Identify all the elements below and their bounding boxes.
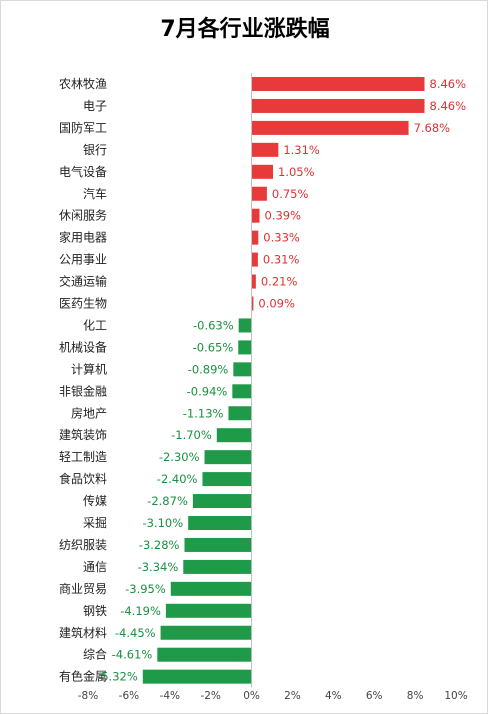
data-label: -0.65% xyxy=(193,340,234,354)
data-label: 8.46% xyxy=(430,77,467,91)
category-label: 纺织服装 xyxy=(59,538,107,552)
bar xyxy=(238,318,252,333)
data-label: -4.19% xyxy=(120,604,161,618)
x-tick-label: -4% xyxy=(160,690,180,702)
x-tick-label: 10% xyxy=(444,690,467,702)
category-label: 汽车 xyxy=(83,186,107,201)
bar xyxy=(202,472,252,487)
data-label: -0.89% xyxy=(188,362,229,376)
bar xyxy=(251,186,267,201)
data-label: 1.31% xyxy=(283,143,320,157)
category-label: 计算机 xyxy=(71,361,107,376)
x-tick-label: -2% xyxy=(200,690,220,702)
bar xyxy=(165,603,252,618)
category-label: 通信 xyxy=(83,560,107,574)
x-tick-label: 4% xyxy=(325,690,342,702)
bar xyxy=(184,537,252,552)
data-label: -2.30% xyxy=(159,450,200,464)
category-label: 银行 xyxy=(83,143,107,157)
data-label: -3.95% xyxy=(125,582,166,596)
bar xyxy=(251,77,425,91)
x-tick-label: 8% xyxy=(407,690,424,702)
category-label: 机械设备 xyxy=(59,339,107,354)
x-tick-label: -8% xyxy=(78,690,98,702)
category-label: 家用电器 xyxy=(59,230,107,245)
bar xyxy=(170,581,252,596)
bar xyxy=(142,669,252,684)
category-label: 房地产 xyxy=(71,405,107,420)
category-label: 电气设备 xyxy=(59,164,107,179)
bar xyxy=(251,142,279,157)
category-label: 农林牧渔 xyxy=(59,77,107,91)
bar xyxy=(251,252,258,267)
category-label: 轻工制造 xyxy=(59,450,107,464)
x-tick-label: -6% xyxy=(119,690,139,702)
data-label: 8.46% xyxy=(430,99,467,113)
bar xyxy=(183,559,252,574)
category-label: 钢铁 xyxy=(83,604,107,618)
bar xyxy=(251,296,254,311)
bar xyxy=(157,647,252,662)
category-label: 食品饮料 xyxy=(59,471,107,486)
bar xyxy=(216,428,252,443)
bar xyxy=(238,340,252,355)
category-label: 有色金属 xyxy=(59,669,107,684)
data-label: 7.68% xyxy=(414,121,451,135)
category-label: 建筑装饰 xyxy=(59,427,107,442)
bar xyxy=(251,274,256,289)
data-label: 1.05% xyxy=(278,165,315,179)
data-label: -1.13% xyxy=(183,406,224,420)
category-label: 电子 xyxy=(83,99,107,113)
bar xyxy=(232,384,252,399)
bar xyxy=(251,208,260,223)
category-label: 国防军工 xyxy=(59,120,107,135)
category-label: 传媒 xyxy=(83,493,107,508)
category-label: 非银金融 xyxy=(59,383,107,398)
chart-title: 7月各行业涨跌幅 xyxy=(160,17,330,42)
data-label: -4.45% xyxy=(115,626,156,640)
bar xyxy=(228,406,252,421)
bar xyxy=(251,164,274,179)
category-label: 建筑材料 xyxy=(59,625,107,640)
data-label: 0.31% xyxy=(263,253,300,267)
bar xyxy=(251,230,259,245)
category-label: 交通运输 xyxy=(59,274,107,289)
data-label: 0.33% xyxy=(263,231,300,245)
bar xyxy=(188,516,252,530)
data-label: 0.75% xyxy=(272,187,309,201)
data-label: -3.10% xyxy=(142,516,183,530)
bar xyxy=(251,98,425,113)
data-label: 0.09% xyxy=(258,297,295,311)
category-label: 休闲服务 xyxy=(59,208,107,223)
x-tick-label: 2% xyxy=(284,690,301,702)
data-label: 0.39% xyxy=(265,209,302,223)
data-label: -1.70% xyxy=(171,428,212,442)
x-tick-label: 0% xyxy=(243,690,260,702)
category-label: 化工 xyxy=(83,318,107,332)
x-tick-label: 6% xyxy=(366,690,383,702)
bar xyxy=(233,362,252,377)
data-label: -0.63% xyxy=(193,318,234,332)
data-label: -0.94% xyxy=(187,384,228,398)
data-label: -5.32% xyxy=(97,670,138,684)
category-label: 商业贸易 xyxy=(59,581,107,596)
data-label: -2.40% xyxy=(157,472,198,486)
category-label: 采掘 xyxy=(83,515,107,530)
category-label: 医药生物 xyxy=(59,297,107,311)
data-label: -3.34% xyxy=(138,560,179,574)
data-label: 0.21% xyxy=(261,275,298,289)
category-label: 公用事业 xyxy=(59,253,107,267)
bar xyxy=(251,120,409,135)
bar xyxy=(160,625,252,640)
bar xyxy=(192,494,252,509)
data-label: -4.61% xyxy=(112,648,153,662)
data-label: -3.28% xyxy=(139,538,180,552)
bar xyxy=(204,450,252,465)
data-label: -2.87% xyxy=(147,494,188,508)
category-label: 综合 xyxy=(83,647,107,662)
